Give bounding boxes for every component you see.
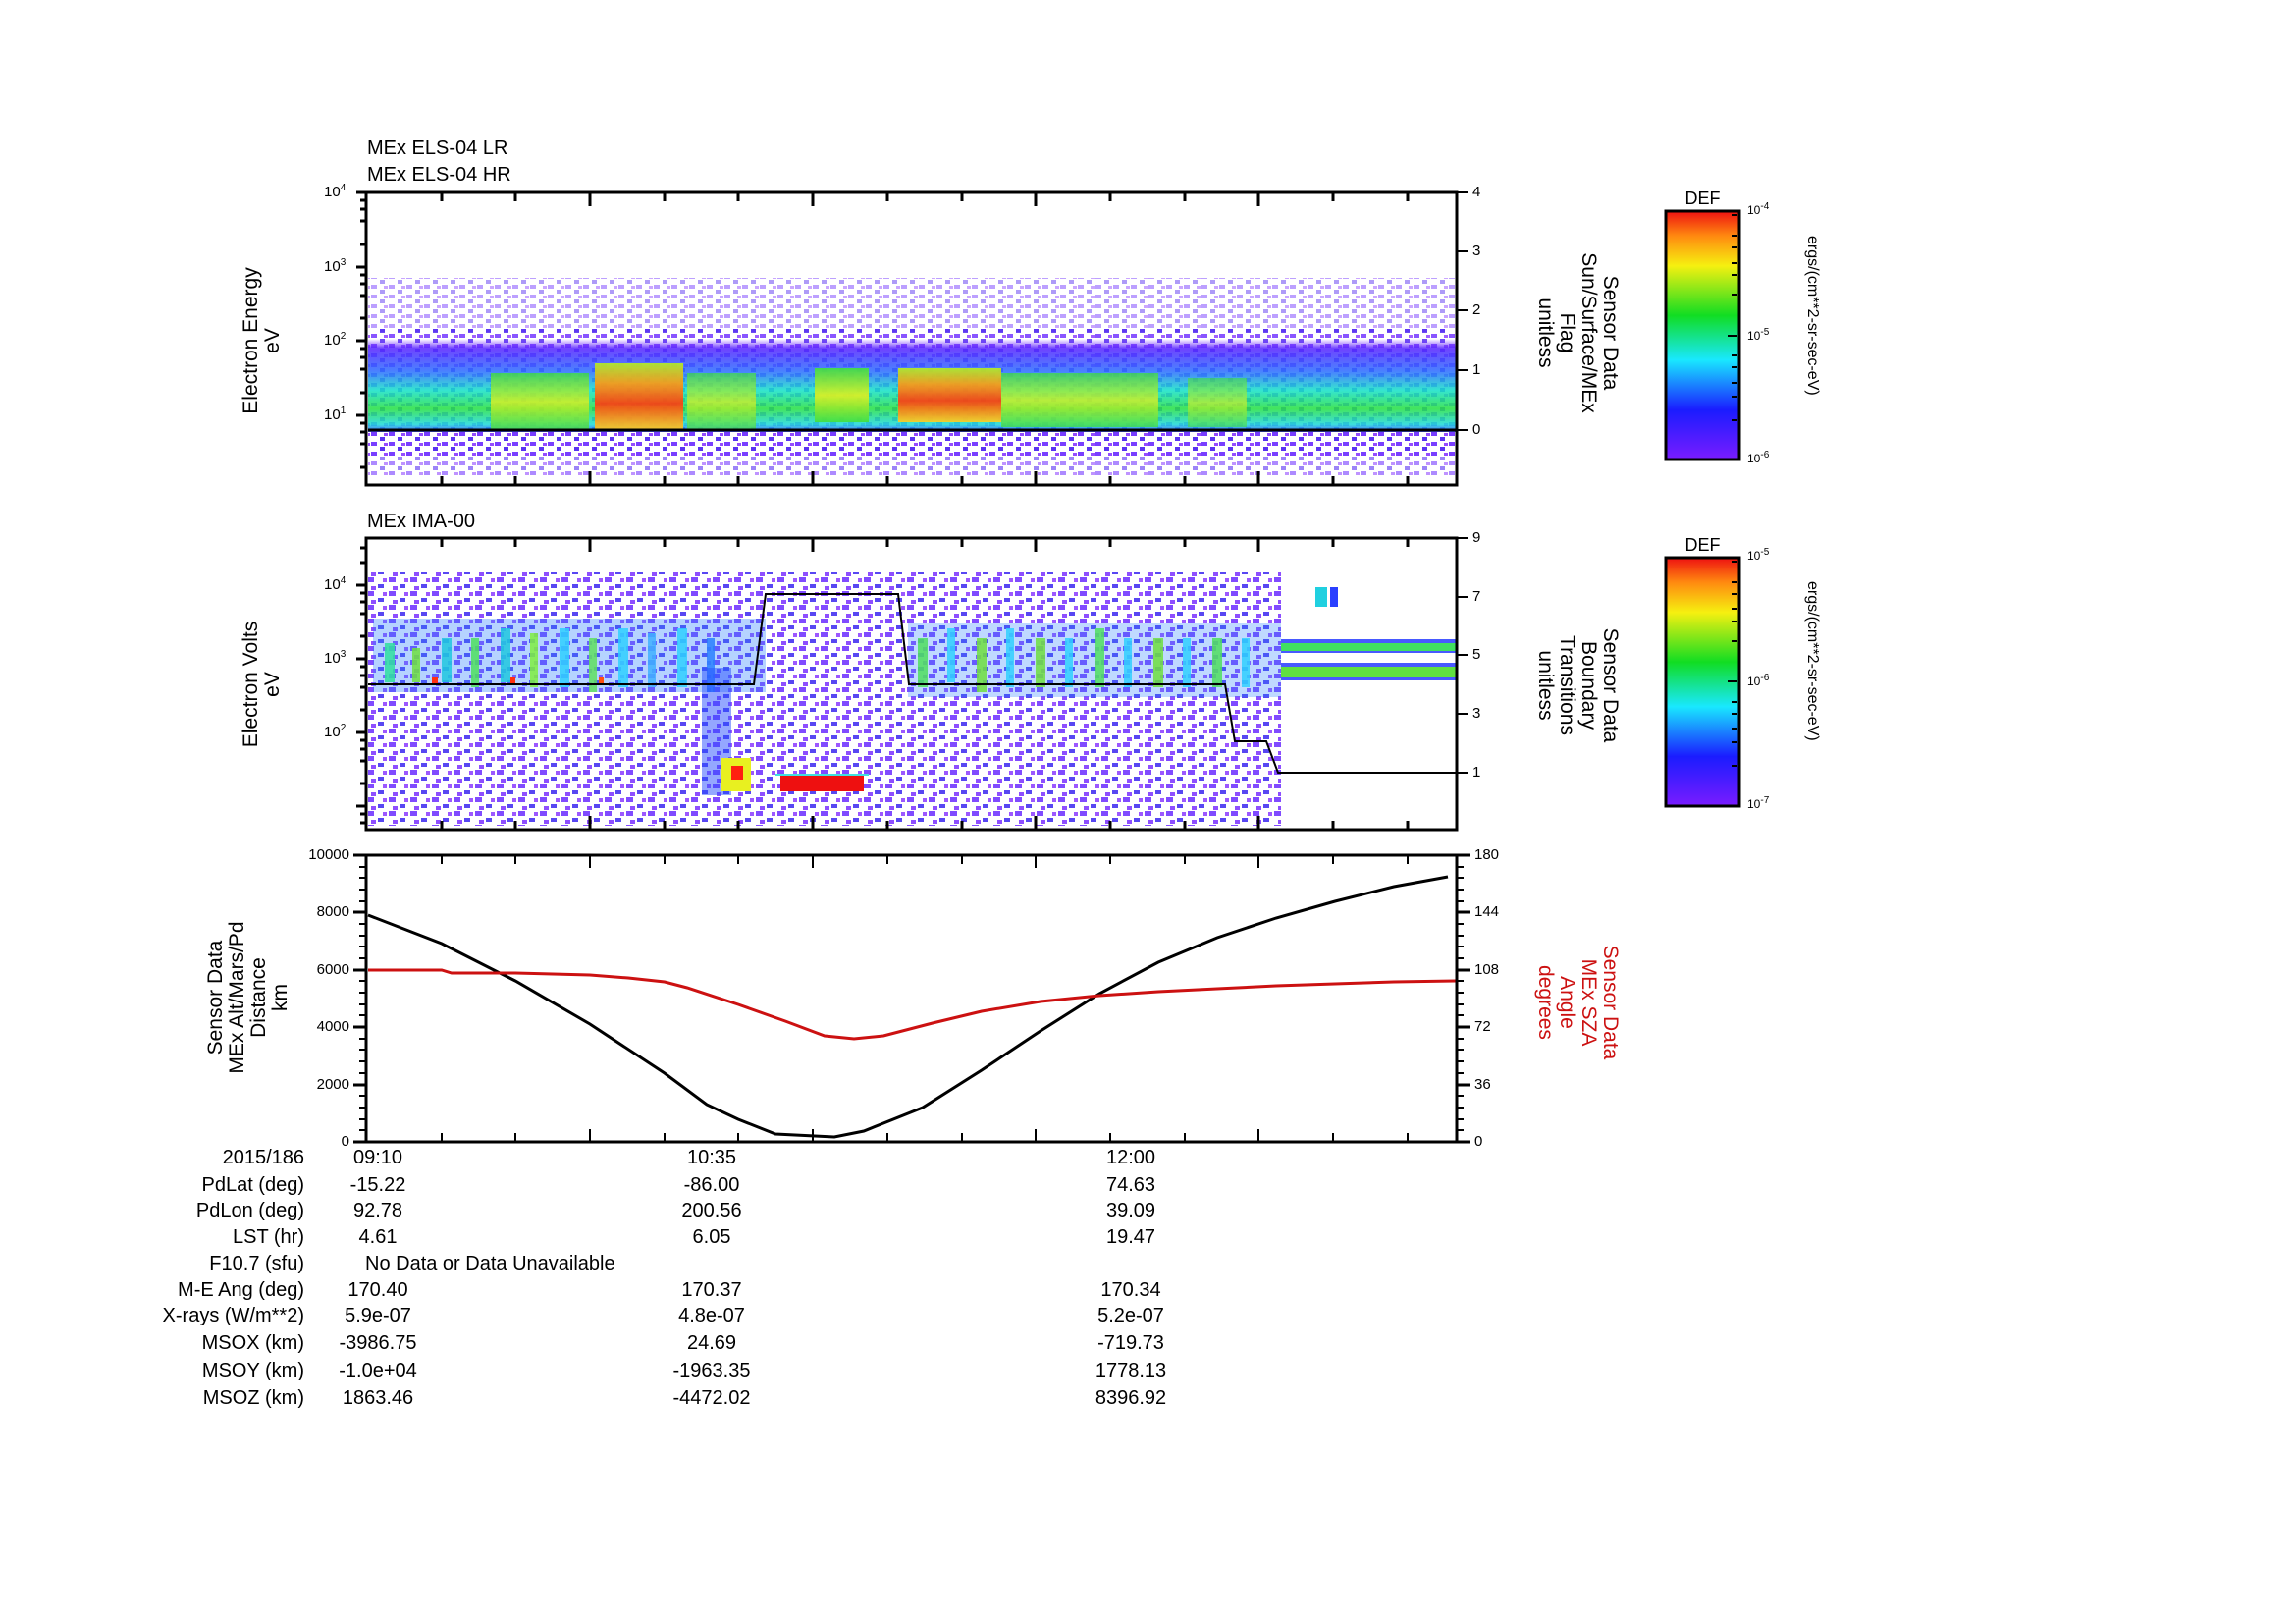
- bot-y2tick-0: 0: [1474, 1133, 1483, 1150]
- lst-value: 4.61: [358, 1226, 398, 1248]
- ephemeris-row-xrays: X-rays (W/m**2) 5.9e-07 4.8e-07 5.2e-07: [0, 1305, 1472, 1330]
- ephemeris-row-f107: F10.7 (sfu) No Data or Data Unavailable: [0, 1253, 1472, 1278]
- xrays-value: 4.8e-07: [678, 1305, 745, 1326]
- ephemeris-row-me-ang: M-E Ang (deg) 170.40 170.37 170.34: [0, 1279, 1472, 1305]
- bot-y2tick-144: 144: [1474, 903, 1500, 920]
- ephemeris-row-msoy: MSOY (km) -1.0e+04 -1963.35 1778.13: [0, 1360, 1472, 1385]
- ephemeris-date-label: 2015/186: [222, 1147, 304, 1168]
- top-y2tick-4: 4: [1472, 184, 1481, 200]
- msoz-value: 1863.46: [342, 1387, 414, 1409]
- msoz-value: -4472.02: [672, 1387, 751, 1409]
- bot-ytick-6000: 6000: [316, 961, 349, 978]
- lst-value: 6.05: [692, 1226, 731, 1248]
- ephemeris-row-pdlat: PdLat (deg) -15.22 -86.00 74.63: [0, 1174, 1472, 1200]
- top-ytick-1e4: 104: [324, 183, 347, 200]
- mid-y2tick-3: 3: [1472, 705, 1481, 722]
- ephemeris-row-time: 2015/186 09:10 10:35 12:00: [0, 1147, 1472, 1172]
- top-y2tick-0: 0: [1472, 421, 1481, 438]
- mid-ytick-1e4: 104: [324, 575, 347, 593]
- colorbar2-units: ergs/(cm**2-sr-sec-eV): [1804, 581, 1821, 741]
- top-panel-title-lr: MEx ELS-04 LR: [367, 137, 508, 159]
- colorbar1-min: 10-6: [1747, 450, 1770, 465]
- colorbar2-title: DEF: [1684, 535, 1721, 555]
- mid-panel-title: MEx IMA-00: [367, 511, 476, 532]
- top-y2tick-2: 2: [1472, 301, 1481, 318]
- top-y2tick-1: 1: [1472, 361, 1481, 378]
- colorbar2-mid: 10-6: [1747, 673, 1770, 688]
- msox-value: -3986.75: [339, 1332, 417, 1354]
- mid-ytick-1e2: 102: [324, 723, 347, 740]
- time-label-1035: 10:35: [686, 1147, 737, 1168]
- bot-y2tick-108: 108: [1474, 961, 1500, 978]
- top-ytick-1e1: 101: [324, 406, 347, 423]
- ephemeris-table: 2015/186 09:10 10:35 12:00 PdLat (deg) -…: [0, 1147, 1472, 1432]
- time-label-1200: 12:00: [1105, 1147, 1156, 1168]
- bot-ytick-10000: 10000: [308, 846, 349, 863]
- msoy-value: -1.0e+04: [339, 1360, 417, 1381]
- bot-y-axis-label: Sensor Data MEx Alt/Mars/Pd Distance km: [204, 921, 292, 1074]
- top-ytick-1e2: 102: [324, 331, 347, 349]
- top-y2tick-3: 3: [1472, 243, 1481, 259]
- msoz-label: MSOZ (km): [202, 1387, 304, 1409]
- msox-value: -719.73: [1097, 1332, 1164, 1354]
- colorbar1-units: ergs/(cm**2-sr-sec-eV): [1804, 236, 1821, 396]
- msoy-label: MSOY (km): [201, 1360, 304, 1381]
- me-ang-label: M-E Ang (deg): [178, 1279, 304, 1301]
- mid-y2-axis-label: Sensor Data Boundary Transitions unitles…: [1534, 627, 1622, 743]
- f107-no-data-note: No Data or Data Unavailable: [365, 1253, 615, 1274]
- bot-ytick-8000: 8000: [316, 903, 349, 920]
- me-ang-value: 170.34: [1100, 1279, 1161, 1301]
- msoy-value: -1963.35: [672, 1360, 751, 1381]
- colorbar2-max: 10-5: [1747, 547, 1770, 563]
- bot-y2tick-36: 36: [1474, 1076, 1491, 1093]
- pdlon-value: 92.78: [352, 1200, 403, 1221]
- colorbar1-mid: 10-5: [1747, 327, 1770, 343]
- ephemeris-row-lst: LST (hr) 4.61 6.05 19.47: [0, 1226, 1472, 1252]
- time-label-0910: 09:10: [352, 1147, 403, 1168]
- bot-y2tick-72: 72: [1474, 1018, 1491, 1035]
- top-ytick-1e3: 103: [324, 257, 347, 275]
- ephemeris-row-msox: MSOX (km) -3986.75 24.69 -719.73: [0, 1332, 1472, 1358]
- mid-y-axis-label: Electron Volts eV: [240, 621, 284, 748]
- mid-ytick-1e3: 103: [324, 649, 347, 667]
- top-y2-axis-label: Sensor Data Sun/Surface/MEx Flag unitles…: [1534, 252, 1622, 413]
- bot-ytick-2000: 2000: [316, 1076, 349, 1093]
- pdlon-value: 39.09: [1105, 1200, 1156, 1221]
- msox-label: MSOX (km): [201, 1332, 304, 1354]
- ephemeris-row-msoz: MSOZ (km) 1863.46 -4472.02 8396.92: [0, 1387, 1472, 1413]
- lst-value: 19.47: [1105, 1226, 1156, 1248]
- bot-y2-axis-label: Sensor Data MEx SZA Angle degrees: [1534, 945, 1622, 1060]
- mid-y2tick-1: 1: [1472, 764, 1481, 781]
- bot-ytick-0: 0: [341, 1133, 349, 1150]
- pdlon-value: 200.56: [681, 1200, 742, 1221]
- pdlon-label: PdLon (deg): [195, 1200, 304, 1221]
- mid-y2tick-5: 5: [1472, 646, 1481, 663]
- bot-ytick-4000: 4000: [316, 1018, 349, 1035]
- mid-y2tick-9: 9: [1472, 529, 1481, 546]
- colorbar2-min: 10-7: [1747, 795, 1770, 811]
- pdlat-value: -15.22: [349, 1174, 406, 1196]
- pdlat-value: -86.00: [683, 1174, 740, 1196]
- pdlat-label: PdLat (deg): [201, 1174, 304, 1196]
- lst-label: LST (hr): [233, 1226, 304, 1248]
- xrays-label: X-rays (W/m**2): [162, 1305, 304, 1326]
- mid-y2tick-7: 7: [1472, 588, 1481, 605]
- me-ang-value: 170.37: [681, 1279, 742, 1301]
- xrays-value: 5.2e-07: [1097, 1305, 1164, 1326]
- pdlat-value: 74.63: [1105, 1174, 1156, 1196]
- bot-y2tick-180: 180: [1474, 846, 1500, 863]
- ephemeris-row-pdlon: PdLon (deg) 92.78 200.56 39.09: [0, 1200, 1472, 1225]
- me-ang-value: 170.40: [347, 1279, 408, 1301]
- colorbar1-max: 10-4: [1747, 201, 1770, 217]
- msoy-value: 1778.13: [1095, 1360, 1167, 1381]
- msoz-value: 8396.92: [1095, 1387, 1167, 1409]
- f107-label: F10.7 (sfu): [209, 1253, 304, 1274]
- top-panel-title-hr: MEx ELS-04 HR: [367, 164, 511, 186]
- xrays-value: 5.9e-07: [345, 1305, 411, 1326]
- msox-value: 24.69: [686, 1332, 737, 1354]
- colorbar1-title: DEF: [1684, 189, 1721, 208]
